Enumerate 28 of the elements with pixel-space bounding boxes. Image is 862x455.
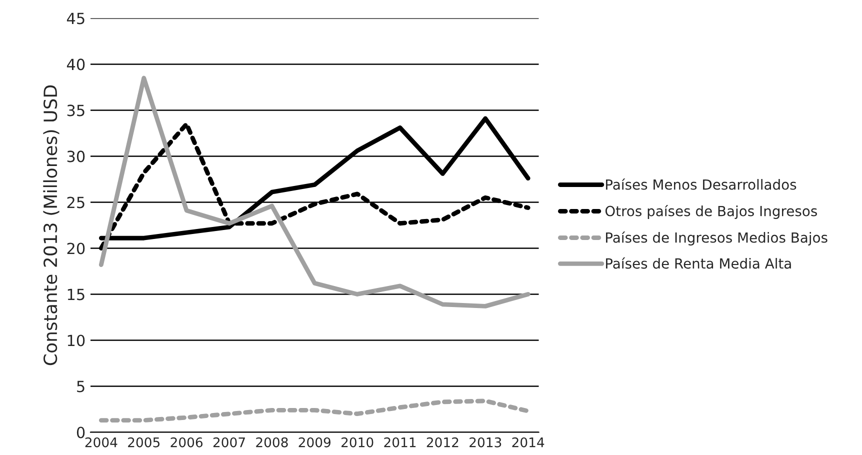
legend-label: Países de Renta Media Alta: [606, 257, 791, 269]
legend-label: Otros países de Bajos Ingresos: [605, 204, 817, 219]
x-tick-label: 2005: [128, 437, 160, 448]
x-tick-label: 2011: [384, 437, 416, 448]
x-tick-label: 2009: [298, 437, 330, 448]
x-tick-label: 2006: [170, 437, 203, 448]
line-series: [98, 398, 530, 423]
y-tick-label: 5: [77, 380, 84, 392]
x-tick-label: 2008: [256, 437, 288, 448]
y-tick-label: 10: [68, 334, 85, 346]
line-series: [98, 76, 530, 308]
y-tick-label: 15: [68, 288, 84, 300]
x-tick-label: 2012: [426, 437, 458, 448]
y-tick-label: 20: [67, 242, 85, 254]
x-tick-label: 2010: [341, 437, 374, 448]
y-tick-label: 25: [67, 196, 84, 208]
y-tick-label: 40: [66, 58, 85, 70]
y-tick-label: 30: [67, 150, 85, 162]
legend-label: Países de Ingresos Medios Bajos: [606, 231, 828, 246]
y-tick-label: 0: [76, 426, 85, 438]
x-tick-label: 2014: [512, 437, 544, 448]
y-tick-label: 35: [67, 104, 84, 116]
y-axis-title: Constante 2013 (Millones) USD: [43, 85, 60, 366]
x-tick-label: 2013: [470, 437, 502, 448]
x-tick-label: 2004: [85, 437, 118, 448]
y-tick-label: 45: [66, 12, 84, 24]
x-tick-label: 2007: [213, 437, 245, 448]
legend-label: Países Menos Desarrollados: [606, 178, 796, 190]
